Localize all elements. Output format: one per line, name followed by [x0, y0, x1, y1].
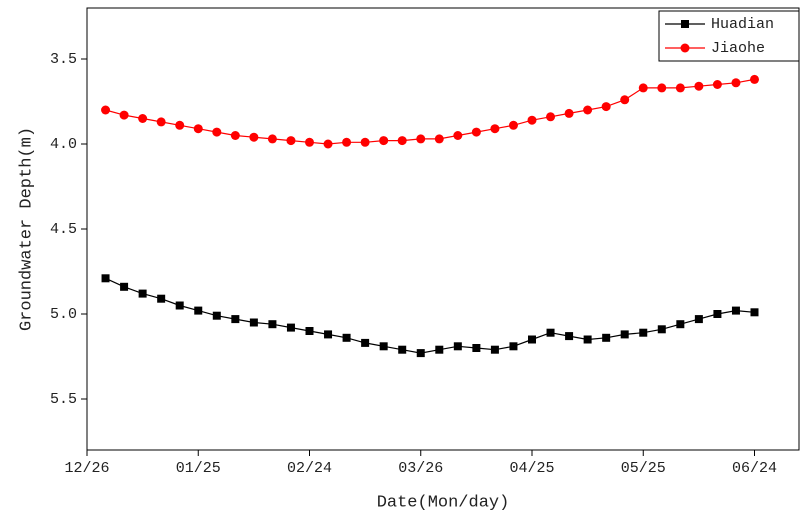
plot-frame	[86, 7, 800, 451]
point	[231, 315, 240, 324]
point	[212, 127, 222, 137]
legend-label: Huadian	[711, 16, 774, 33]
point	[620, 95, 630, 105]
point	[361, 338, 370, 347]
y-tick-label: 4.0	[50, 136, 77, 153]
point	[120, 282, 129, 291]
point	[434, 134, 444, 144]
point	[639, 328, 648, 337]
point	[249, 318, 258, 327]
point	[193, 124, 203, 134]
point	[508, 120, 518, 130]
x-tick-label: 03/26	[398, 460, 443, 477]
point	[397, 136, 407, 146]
point	[750, 74, 759, 84]
point	[694, 81, 704, 91]
point	[731, 78, 741, 88]
point	[528, 335, 536, 344]
point	[119, 110, 129, 120]
point	[360, 137, 370, 147]
point	[268, 320, 277, 329]
point	[731, 306, 740, 315]
point	[583, 335, 592, 344]
legend-marker	[680, 43, 690, 53]
point	[157, 294, 166, 303]
point	[212, 311, 221, 320]
point	[138, 289, 147, 298]
point	[286, 136, 296, 146]
point	[564, 108, 574, 118]
y-tick-label: 4.5	[50, 221, 77, 238]
point	[379, 342, 388, 351]
series-line	[105, 277, 755, 354]
point	[471, 127, 481, 137]
point	[267, 134, 277, 144]
point	[583, 105, 593, 115]
series-line	[105, 78, 755, 145]
point	[194, 306, 203, 315]
point	[286, 323, 295, 332]
x-tick-label: 06/24	[732, 460, 777, 477]
point	[416, 134, 426, 144]
x-axis-label: Date(Mon/day)	[377, 493, 510, 512]
point	[601, 102, 611, 112]
y-tick-label: 5.5	[50, 391, 77, 408]
point	[657, 325, 666, 334]
point	[138, 114, 148, 123]
point	[379, 136, 389, 146]
point	[175, 120, 185, 130]
point	[527, 115, 537, 125]
point	[750, 308, 759, 317]
point	[453, 131, 463, 140]
point	[435, 345, 444, 354]
point	[565, 332, 574, 341]
point	[416, 349, 425, 358]
point	[101, 274, 110, 283]
point	[230, 131, 240, 140]
x-tick-label: 12/26	[64, 460, 109, 477]
point	[694, 315, 703, 324]
point	[342, 333, 351, 342]
point	[657, 83, 667, 93]
point	[305, 137, 314, 147]
point	[490, 124, 500, 134]
point	[546, 112, 556, 122]
legend-box	[658, 10, 800, 62]
point	[323, 139, 333, 149]
point	[342, 137, 352, 147]
point	[675, 83, 685, 93]
point	[620, 330, 629, 339]
point	[156, 117, 166, 127]
x-tick-label: 04/25	[509, 460, 554, 477]
point	[249, 132, 259, 142]
legend-marker	[681, 20, 689, 28]
point	[713, 310, 722, 318]
point	[509, 342, 518, 351]
point	[324, 330, 333, 339]
point	[712, 80, 722, 89]
point	[453, 342, 462, 351]
x-tick-label: 01/25	[176, 460, 221, 477]
point	[175, 301, 184, 310]
point	[490, 345, 499, 354]
point	[638, 83, 648, 93]
x-tick-label: 02/24	[287, 460, 332, 477]
y-tick-label: 3.5	[50, 51, 77, 68]
point	[546, 328, 555, 337]
legend-label: Jiaohe	[711, 40, 765, 57]
point	[305, 327, 314, 335]
x-tick-label: 05/25	[621, 460, 666, 477]
point	[101, 105, 111, 115]
point	[602, 333, 611, 342]
point	[676, 320, 685, 329]
y-tick-label: 5.0	[50, 306, 77, 323]
point	[472, 344, 481, 352]
point	[398, 345, 407, 354]
y-axis-label: Groundwater Depth(m)	[17, 127, 36, 331]
